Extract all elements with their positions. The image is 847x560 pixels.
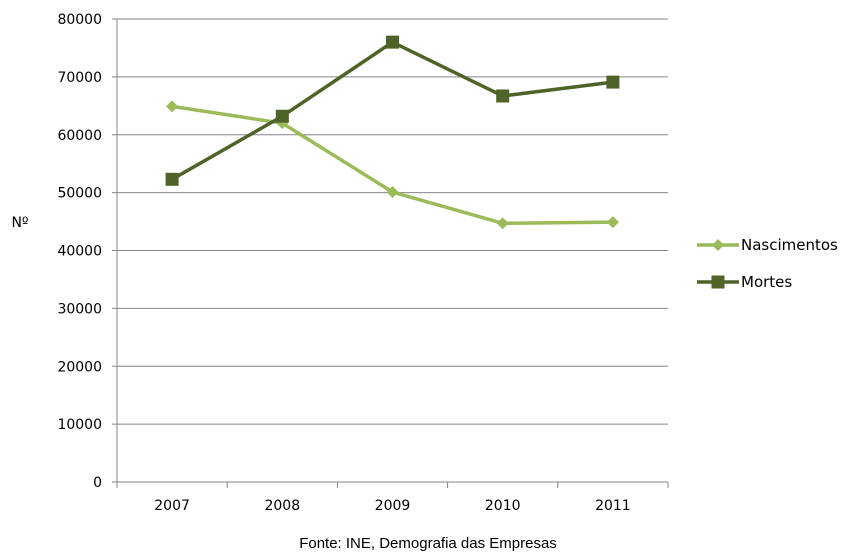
y-tick-label: 30000 [57, 301, 102, 317]
source-note: Fonte: INE, Demografia das Empresas [299, 535, 557, 552]
x-tick-label: 2011 [595, 498, 631, 514]
data-point [166, 100, 179, 113]
legend-label: Mortes [741, 273, 792, 291]
data-point [386, 35, 399, 49]
y-tick-label: 40000 [57, 244, 102, 260]
y-tick-label: 70000 [57, 70, 102, 86]
data-point [606, 216, 619, 229]
legend: Nascimentos Mortes [697, 236, 838, 291]
data-point [606, 75, 620, 89]
y-tick-label: 60000 [57, 128, 102, 144]
data-point [165, 172, 179, 186]
y-tick-label: 50000 [57, 186, 102, 202]
series-mortes [165, 35, 620, 186]
legend-marker [712, 239, 724, 251]
y-axis-label: Nº [11, 215, 28, 231]
legend-item-nascimentos: Nascimentos [697, 236, 838, 254]
y-tick-label: 20000 [57, 359, 102, 375]
series-line [171, 40, 614, 181]
data-point [496, 89, 510, 103]
y-tick-label: 10000 [57, 417, 102, 433]
series-nascimentos [166, 100, 619, 230]
x-tick-label: 2007 [154, 498, 190, 514]
legend-label: Nascimentos [741, 236, 838, 254]
x-tick-label: 2009 [375, 498, 411, 514]
series-line [171, 104, 613, 226]
data-point [496, 217, 509, 230]
x-tick-label: 2010 [485, 498, 521, 514]
data-point [386, 186, 399, 199]
x-tick-label: 2008 [264, 498, 300, 514]
legend-item-mortes: Mortes [697, 273, 792, 291]
y-tick-label: 0 [93, 475, 102, 491]
legend-marker [711, 275, 725, 289]
data-point [275, 109, 289, 123]
y-tick-labels: 0 10000 20000 30000 40000 50000 60000 70000 8000… [57, 12, 117, 491]
x-axis: 2007 2008 2009 2010 2011 [116, 19, 669, 514]
y-tick-label: 80000 [57, 12, 102, 28]
series-group [165, 35, 620, 230]
